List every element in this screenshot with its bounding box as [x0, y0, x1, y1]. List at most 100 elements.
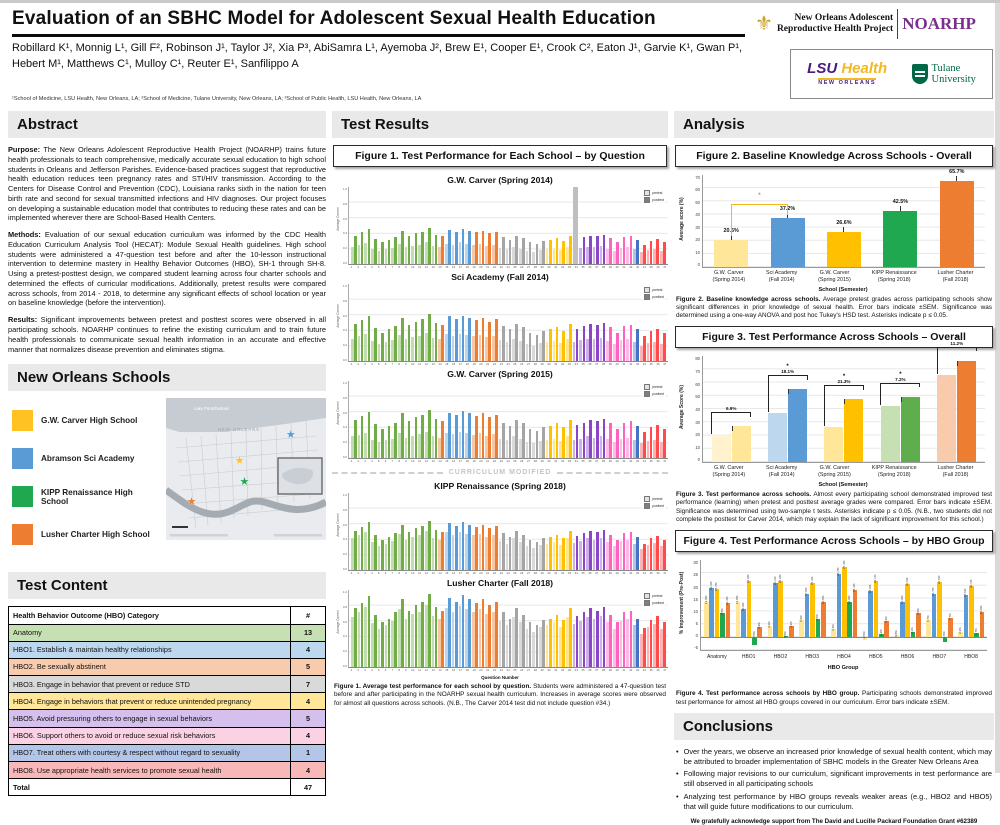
posttest-bar	[602, 322, 606, 361]
authors: Robillard K¹, Monnig L¹, Gill F², Robins…	[12, 42, 743, 70]
significance-asterisk: *	[899, 371, 902, 378]
question-bar-pair	[639, 493, 646, 570]
question-bar-pair	[539, 187, 545, 264]
x-tick-label: 47	[663, 571, 667, 575]
posttest-bar	[401, 413, 404, 458]
question-bar-pair	[371, 493, 377, 570]
pretest-bar	[492, 335, 495, 361]
x-tick-label: 18	[465, 571, 469, 575]
legend-label: posttest	[652, 504, 664, 508]
pretest-bar	[357, 434, 361, 458]
fig4-bar	[789, 626, 794, 638]
question-bar-pair	[451, 493, 458, 570]
pretest-bar	[586, 338, 589, 361]
question-bar-pair	[586, 381, 592, 458]
x-category-label: G.W. Carver (Spring 2014)	[712, 465, 746, 479]
posttest-bar	[589, 419, 592, 458]
posttest-bar	[522, 534, 525, 570]
x-tick-label: 34	[574, 265, 578, 269]
legend-label: posttest	[652, 601, 664, 605]
question-bar-pair	[599, 381, 606, 458]
x-tick-label: 29	[540, 265, 544, 269]
pretest-bar	[525, 344, 529, 361]
pretest-bar	[478, 433, 482, 458]
error-bar	[899, 206, 901, 212]
question-bar-pair	[633, 590, 639, 667]
fig4-x-category-label: HBO8	[964, 654, 978, 661]
x-tick-label: 45	[649, 668, 653, 672]
pretest-bar	[552, 541, 556, 570]
question-bar-pair	[552, 381, 559, 458]
purpose-text: The New Orleans Adolescent Reproductive …	[8, 145, 327, 223]
pretest-bar	[539, 544, 542, 570]
x-tick-label: 36	[588, 362, 592, 366]
pretest-bar	[458, 242, 462, 264]
fig1-chart-title: G.W. Carver (Spring 2014)	[447, 175, 553, 185]
posttest-bar	[575, 616, 579, 667]
posttest-bar	[515, 419, 518, 458]
question-bar-pair	[633, 284, 639, 361]
legend-item: posttest	[644, 197, 664, 203]
posttest-bar	[555, 614, 559, 667]
question-bar-pair	[465, 381, 471, 458]
hbo-count-cell: 13	[290, 623, 326, 642]
question-bar-pair	[458, 590, 465, 667]
pretest-bar	[613, 344, 616, 361]
fig2-x-labels: G.W. Carver (Spring 2014) Sci Academy (Fall…	[702, 270, 984, 284]
posttest-bar	[481, 317, 485, 361]
posttest-bar	[387, 329, 391, 361]
question-bar-pair	[451, 284, 458, 361]
fig4-bar-value-label: 2.1%	[910, 627, 915, 635]
question-bar-pair	[512, 187, 518, 264]
section-conclusions: Conclusions	[674, 712, 994, 740]
fig4-bar	[767, 626, 773, 638]
x-tick-label: 23	[499, 668, 503, 672]
x-tick-label: 36	[588, 265, 592, 269]
posttest-bar	[616, 539, 619, 570]
pretest-bar	[599, 246, 603, 264]
posttest-bar	[454, 601, 458, 667]
pretest-bar	[532, 547, 536, 570]
lsu-text: LSU	[807, 60, 838, 78]
x-tick-label: 27	[526, 265, 531, 269]
fig4-bar	[948, 617, 953, 638]
question-bar-pair	[525, 590, 532, 667]
fig4-bar-value-label: 21.3%	[809, 576, 814, 585]
posttest-bar	[788, 389, 808, 463]
x-tick-label: 1	[350, 265, 353, 269]
fig4-bar	[799, 619, 804, 638]
question-bar-pair	[599, 284, 606, 361]
fig1-y-axis-label: Average Correct	[336, 304, 340, 328]
x-tick-label: 46	[656, 459, 660, 463]
x-tick-label: 2	[357, 362, 359, 366]
pretest-bar	[431, 436, 435, 458]
pretest-bar	[492, 434, 495, 458]
left-column: Abstract Purpose: The New Orleans Adoles…	[8, 111, 328, 797]
x-tick-label: 13	[431, 265, 435, 269]
question-bar-pair	[364, 381, 371, 458]
fig3-bar-group	[703, 426, 759, 463]
fig1-y-axis-label: Average Correct	[336, 610, 340, 634]
fig4-bar	[735, 601, 741, 638]
pretest-bar	[639, 633, 643, 667]
posttest-bar	[380, 428, 384, 458]
hbo-category-cell: HBO6. Support others to avoid or reduce …	[8, 726, 291, 745]
bullet-icon: •	[676, 792, 679, 802]
posttest-bar	[555, 327, 559, 361]
fig1-y-axis: Average Correct 1.0 0.8 0.6 0.4 0.2 0.0	[332, 590, 348, 668]
x-tick-label: 20	[479, 571, 483, 575]
y-tick-label: 0.4	[342, 231, 347, 236]
x-tick-label: 31	[554, 668, 558, 672]
x-tick-label: 23	[499, 362, 503, 366]
posttest-bar	[367, 229, 371, 264]
posttest-bar	[636, 618, 639, 667]
question-bar-pair	[404, 381, 411, 458]
fig1-chart: G.W. Carver (Spring 2015) Average Correct…	[332, 369, 668, 463]
fig1-x-ticks: 1 2 3 4 5 6 7 8 9 10 11 12 13 14 15 16 17 18 19 20 21 22 23 24 2…	[348, 362, 668, 366]
x-tick-label: 45	[649, 265, 653, 269]
pretest-bar	[418, 611, 421, 667]
posttest-bar	[555, 423, 559, 458]
figure1-charts: G.W. Carver (Spring 2014) Average Correct…	[332, 175, 669, 680]
posttest-bar	[629, 421, 633, 458]
posttest-bar	[515, 235, 518, 264]
